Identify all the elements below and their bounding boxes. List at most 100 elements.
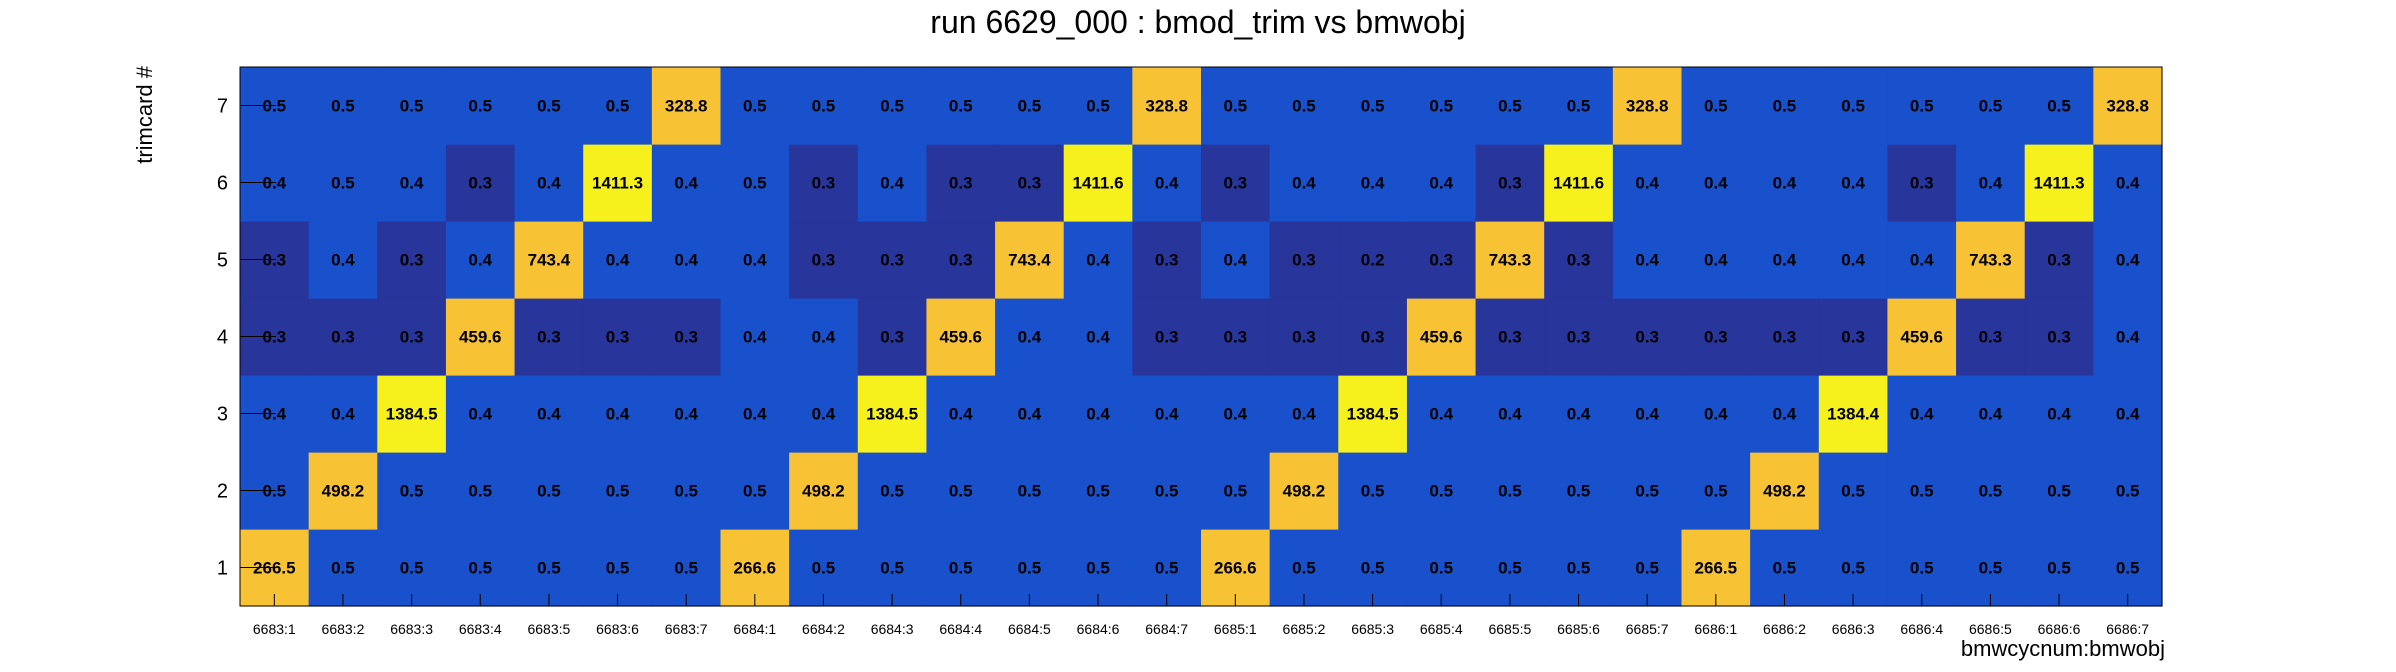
heatmap-cell <box>1063 298 1133 376</box>
cell-value-label: 0.4 <box>743 251 767 270</box>
heatmap-cell <box>1681 298 1751 376</box>
heatmap-cell <box>1406 375 1477 453</box>
cell-value-label: 743.4 <box>528 251 571 270</box>
x-tick-label: 6683:6 <box>596 621 639 637</box>
heatmap-cell <box>1475 375 1545 453</box>
heatmap-cell <box>1338 221 1408 299</box>
cell-value-label: 0.4 <box>2116 405 2140 424</box>
cell-value-label: 0.4 <box>1635 405 1659 424</box>
cell-value-label: 0.5 <box>674 482 698 501</box>
heatmap-cell <box>377 375 447 453</box>
cell-value-label: 0.3 <box>2047 251 2071 270</box>
heatmap-cell <box>651 452 722 530</box>
x-tick-label: 6684:2 <box>802 621 845 637</box>
cell-value-label: 0.4 <box>1086 251 1110 270</box>
cell-value-label: 0.5 <box>2047 482 2071 501</box>
cell-value-label: 743.4 <box>1008 251 1051 270</box>
heatmap-cell <box>2093 144 2163 222</box>
cell-value-label: 743.3 <box>1489 251 1532 270</box>
cell-value-label: 0.3 <box>1155 251 1179 270</box>
cell-value-label: 0.5 <box>400 482 424 501</box>
heatmap-cell <box>857 144 928 222</box>
cell-value-label: 0.5 <box>1361 97 1385 116</box>
cell-value-label: 0.4 <box>812 405 836 424</box>
cell-value-label: 0.5 <box>1086 97 1110 116</box>
cell-value-label: 0.4 <box>1429 405 1453 424</box>
heatmap-cell <box>1956 529 2026 607</box>
heatmap-cell <box>995 67 1065 145</box>
cell-value-label: 0.4 <box>537 174 561 193</box>
heatmap-cell <box>2093 452 2163 530</box>
heatmap-cell <box>926 144 996 222</box>
heatmap-cell <box>720 221 790 299</box>
cell-value-label: 0.5 <box>1567 559 1591 578</box>
heatmap-cell <box>1338 452 1408 530</box>
heatmap-cell <box>1956 452 2026 530</box>
cell-value-label: 0.4 <box>2116 328 2140 347</box>
heatmap-cell <box>2093 529 2163 607</box>
x-tick-label: 6684:3 <box>871 621 914 637</box>
cell-value-label: 1411.6 <box>1073 174 1124 193</box>
heatmap-cell <box>1406 298 1477 376</box>
heatmap-cell <box>1406 144 1477 222</box>
cell-value-label: 743.3 <box>1969 251 2012 270</box>
cell-value-label: 0.4 <box>743 405 767 424</box>
heatmap-cell <box>1132 221 1202 299</box>
heatmap-cell <box>1338 375 1408 453</box>
cell-value-label: 0.3 <box>674 328 698 347</box>
cell-value-label: 0.3 <box>537 328 561 347</box>
cell-value-label: 0.5 <box>331 559 355 578</box>
cell-value-label: 328.8 <box>1626 97 1669 116</box>
y-tick-label: 7 <box>217 96 228 118</box>
cell-value-label: 1411.3 <box>592 174 643 193</box>
heatmap-cell <box>995 529 1065 607</box>
cell-value-label: 0.5 <box>606 482 630 501</box>
cell-value-label: 0.5 <box>674 559 698 578</box>
x-tick-label: 6684:4 <box>939 621 982 637</box>
heatmap-cell <box>1681 67 1751 145</box>
heatmap-cell <box>1132 67 1202 145</box>
cell-value-label: 0.4 <box>1292 174 1316 193</box>
cell-value-label: 0.5 <box>400 97 424 116</box>
cell-value-label: 0.4 <box>2116 251 2140 270</box>
heatmap-cell <box>1063 529 1133 607</box>
heatmap-cell <box>1612 452 1683 530</box>
x-tick-label: 6686:6 <box>2038 621 2081 637</box>
heatmap-cell <box>926 67 996 145</box>
cell-value-label: 0.4 <box>331 405 355 424</box>
heatmap-cell <box>514 221 584 299</box>
x-tick-label: 6683:7 <box>665 621 708 637</box>
heatmap-cell <box>1201 67 1271 145</box>
cell-value-label: 0.4 <box>1635 174 1659 193</box>
heatmap-cell <box>1269 144 1339 222</box>
heatmap-cell <box>445 452 516 530</box>
heatmap-cell <box>1338 67 1408 145</box>
plot-frame <box>239 66 2163 607</box>
heatmap-cell <box>1750 375 1820 453</box>
cell-value-label: 0.3 <box>880 328 904 347</box>
cell-value-label: 0.5 <box>1292 97 1316 116</box>
heatmap-cell <box>2093 67 2163 145</box>
heatmap-cell <box>1544 67 1614 145</box>
heatmap-cell <box>1338 144 1408 222</box>
cell-value-label: 0.3 <box>1223 174 1247 193</box>
cell-value-label: 0.3 <box>468 174 492 193</box>
cell-value-label: 0.4 <box>1223 405 1247 424</box>
cell-value-label: 0.4 <box>674 405 698 424</box>
heatmap-cell <box>583 375 653 453</box>
cell-value-label: 0.5 <box>1498 97 1522 116</box>
y-tick-label: 4 <box>217 327 228 349</box>
x-tick-label: 6685:6 <box>1557 621 1600 637</box>
heatmap-cell <box>720 529 790 607</box>
x-axis-ticks: 6683:1 6683:2 6683:3 6683:4 6683:5 6683:6 6683… <box>253 594 2149 637</box>
cell-value-label: 0.4 <box>2116 174 2140 193</box>
x-tick-label: 6683:5 <box>527 621 570 637</box>
cell-value-label: 0.5 <box>949 97 973 116</box>
cell-value-label: 0.5 <box>949 482 973 501</box>
y-axis-title: trimcard # <box>132 65 157 164</box>
cell-value-label: 0.4 <box>1086 405 1110 424</box>
cell-value-label: 0.5 <box>1429 559 1453 578</box>
cell-value-label: 0.4 <box>1910 251 1934 270</box>
cell-value-label: 0.5 <box>1498 559 1522 578</box>
heatmap-cell <box>720 67 790 145</box>
